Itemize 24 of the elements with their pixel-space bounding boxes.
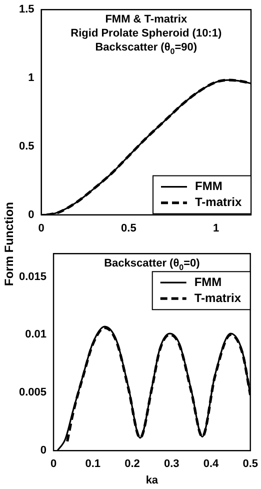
chart-title: FMM & T-matrix (105, 14, 188, 26)
x-tick-label: 0.3 (164, 458, 180, 470)
y-tick-label: 0.01 (25, 328, 47, 341)
legend-label: FMM (194, 274, 222, 289)
x-tick-label: 0.2 (124, 458, 140, 470)
x-axis-title: ka (146, 474, 159, 486)
x-tick-label: 0 (50, 458, 57, 470)
legend-label: T-matrix (195, 195, 242, 210)
y-axis-title: Form Function (2, 202, 16, 286)
legend-label: FMM (195, 179, 222, 194)
y-tick-label: 0 (40, 444, 47, 457)
y-tick-label: 0.005 (18, 386, 47, 399)
x-tick-label: 0.1 (85, 458, 101, 470)
y-tick-label: 0 (28, 208, 34, 221)
y-tick-label: 0.5 (18, 140, 34, 152)
text: Rigid Prolate Spheroid (10:1) (70, 28, 222, 40)
y-tick-label: 1 (28, 72, 34, 84)
y-tick-label: 0.015 (18, 270, 47, 283)
x-tick-label: 0.5 (242, 458, 258, 470)
x-tick-label: 0.5 (121, 222, 136, 234)
legend-label: T-matrix (194, 290, 242, 305)
y-tick-label: 1.5 (18, 4, 34, 16)
x-tick-label: 1 (212, 222, 220, 234)
x-tick-label: 0.4 (203, 458, 220, 470)
